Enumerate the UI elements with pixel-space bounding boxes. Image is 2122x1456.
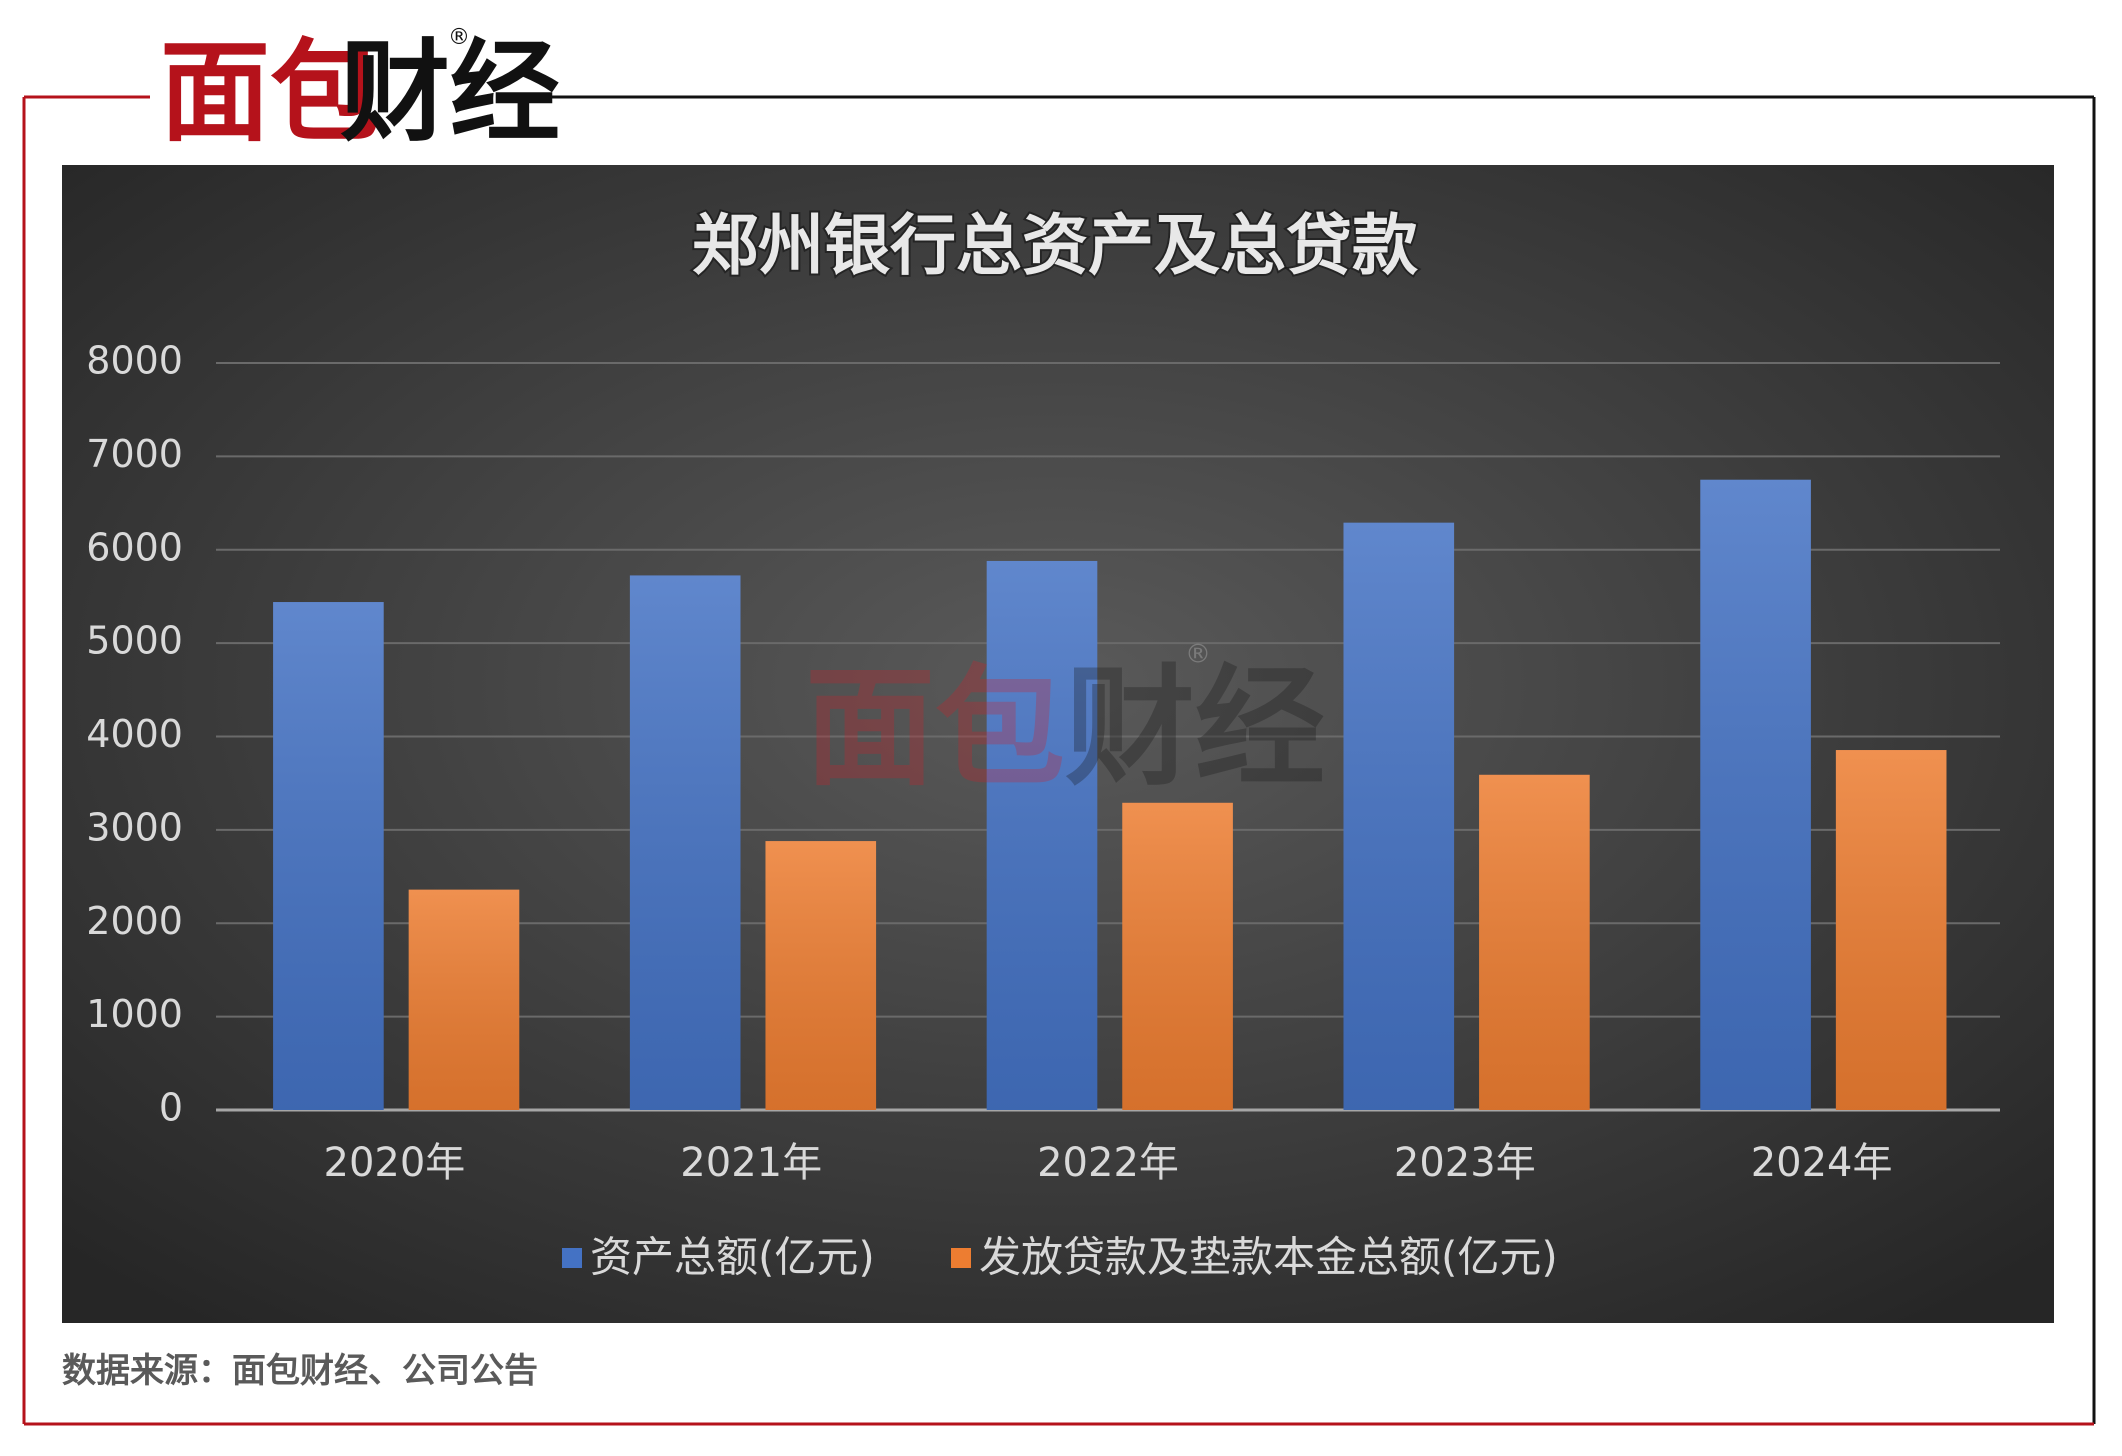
bar-sheen	[408, 889, 520, 1110]
watermark-text: 财经	[1065, 652, 1325, 804]
x-tick-label: 2022年	[1037, 1140, 1179, 1186]
bar-sheen	[629, 575, 741, 1110]
bar-sheen	[1479, 774, 1590, 1110]
watermark-text: 面包	[805, 652, 1065, 804]
x-tick-label: 2021年	[680, 1140, 822, 1186]
x-tick-label: 2020年	[324, 1140, 466, 1186]
x-tick-label: 2023年	[1394, 1140, 1536, 1186]
y-tick-label: 7000	[86, 432, 183, 476]
bar-sheen	[273, 602, 384, 1110]
legend-label: 发放贷款及垫款本金总额(亿元)	[979, 1233, 1558, 1282]
y-tick-label: 0	[159, 1086, 183, 1130]
plot: 0 1000 2000 3000 4000 5000 6000 7000 8000 2020年 20…	[86, 339, 2000, 1282]
y-tick-label: 5000	[86, 619, 183, 663]
watermark-mark: ®	[1185, 640, 1211, 670]
logo: 财经	[340, 28, 560, 156]
chart-title: 郑州银行总资产及总贷款	[692, 207, 1418, 284]
y-tick-label: 8000	[86, 339, 183, 383]
source-note: 数据来源：面包财经、公司公告	[62, 1351, 538, 1391]
x-tick-label: 2024年	[1751, 1140, 1893, 1186]
logo: 面包	[160, 28, 380, 156]
bar-sheen	[1343, 522, 1455, 1110]
legend-swatch	[951, 1248, 971, 1268]
watermark: 面包 财经 ®	[805, 640, 1325, 804]
legend-swatch	[562, 1248, 582, 1268]
legend-label: 资产总额(亿元)	[590, 1233, 875, 1282]
y-tick-label: 3000	[86, 805, 183, 849]
bar-sheen	[986, 560, 1098, 1110]
y-tick-label: 1000	[86, 992, 183, 1036]
y-tick-label: 4000	[86, 712, 183, 756]
bar-sheen	[765, 841, 877, 1110]
bar-sheen	[1835, 750, 1947, 1110]
bar-sheen	[1700, 479, 1811, 1110]
logo-mark: ®	[448, 25, 470, 50]
bar-sheen	[1122, 802, 1233, 1110]
y-tick-label: 6000	[86, 525, 183, 569]
y-tick-label: 2000	[86, 899, 183, 943]
